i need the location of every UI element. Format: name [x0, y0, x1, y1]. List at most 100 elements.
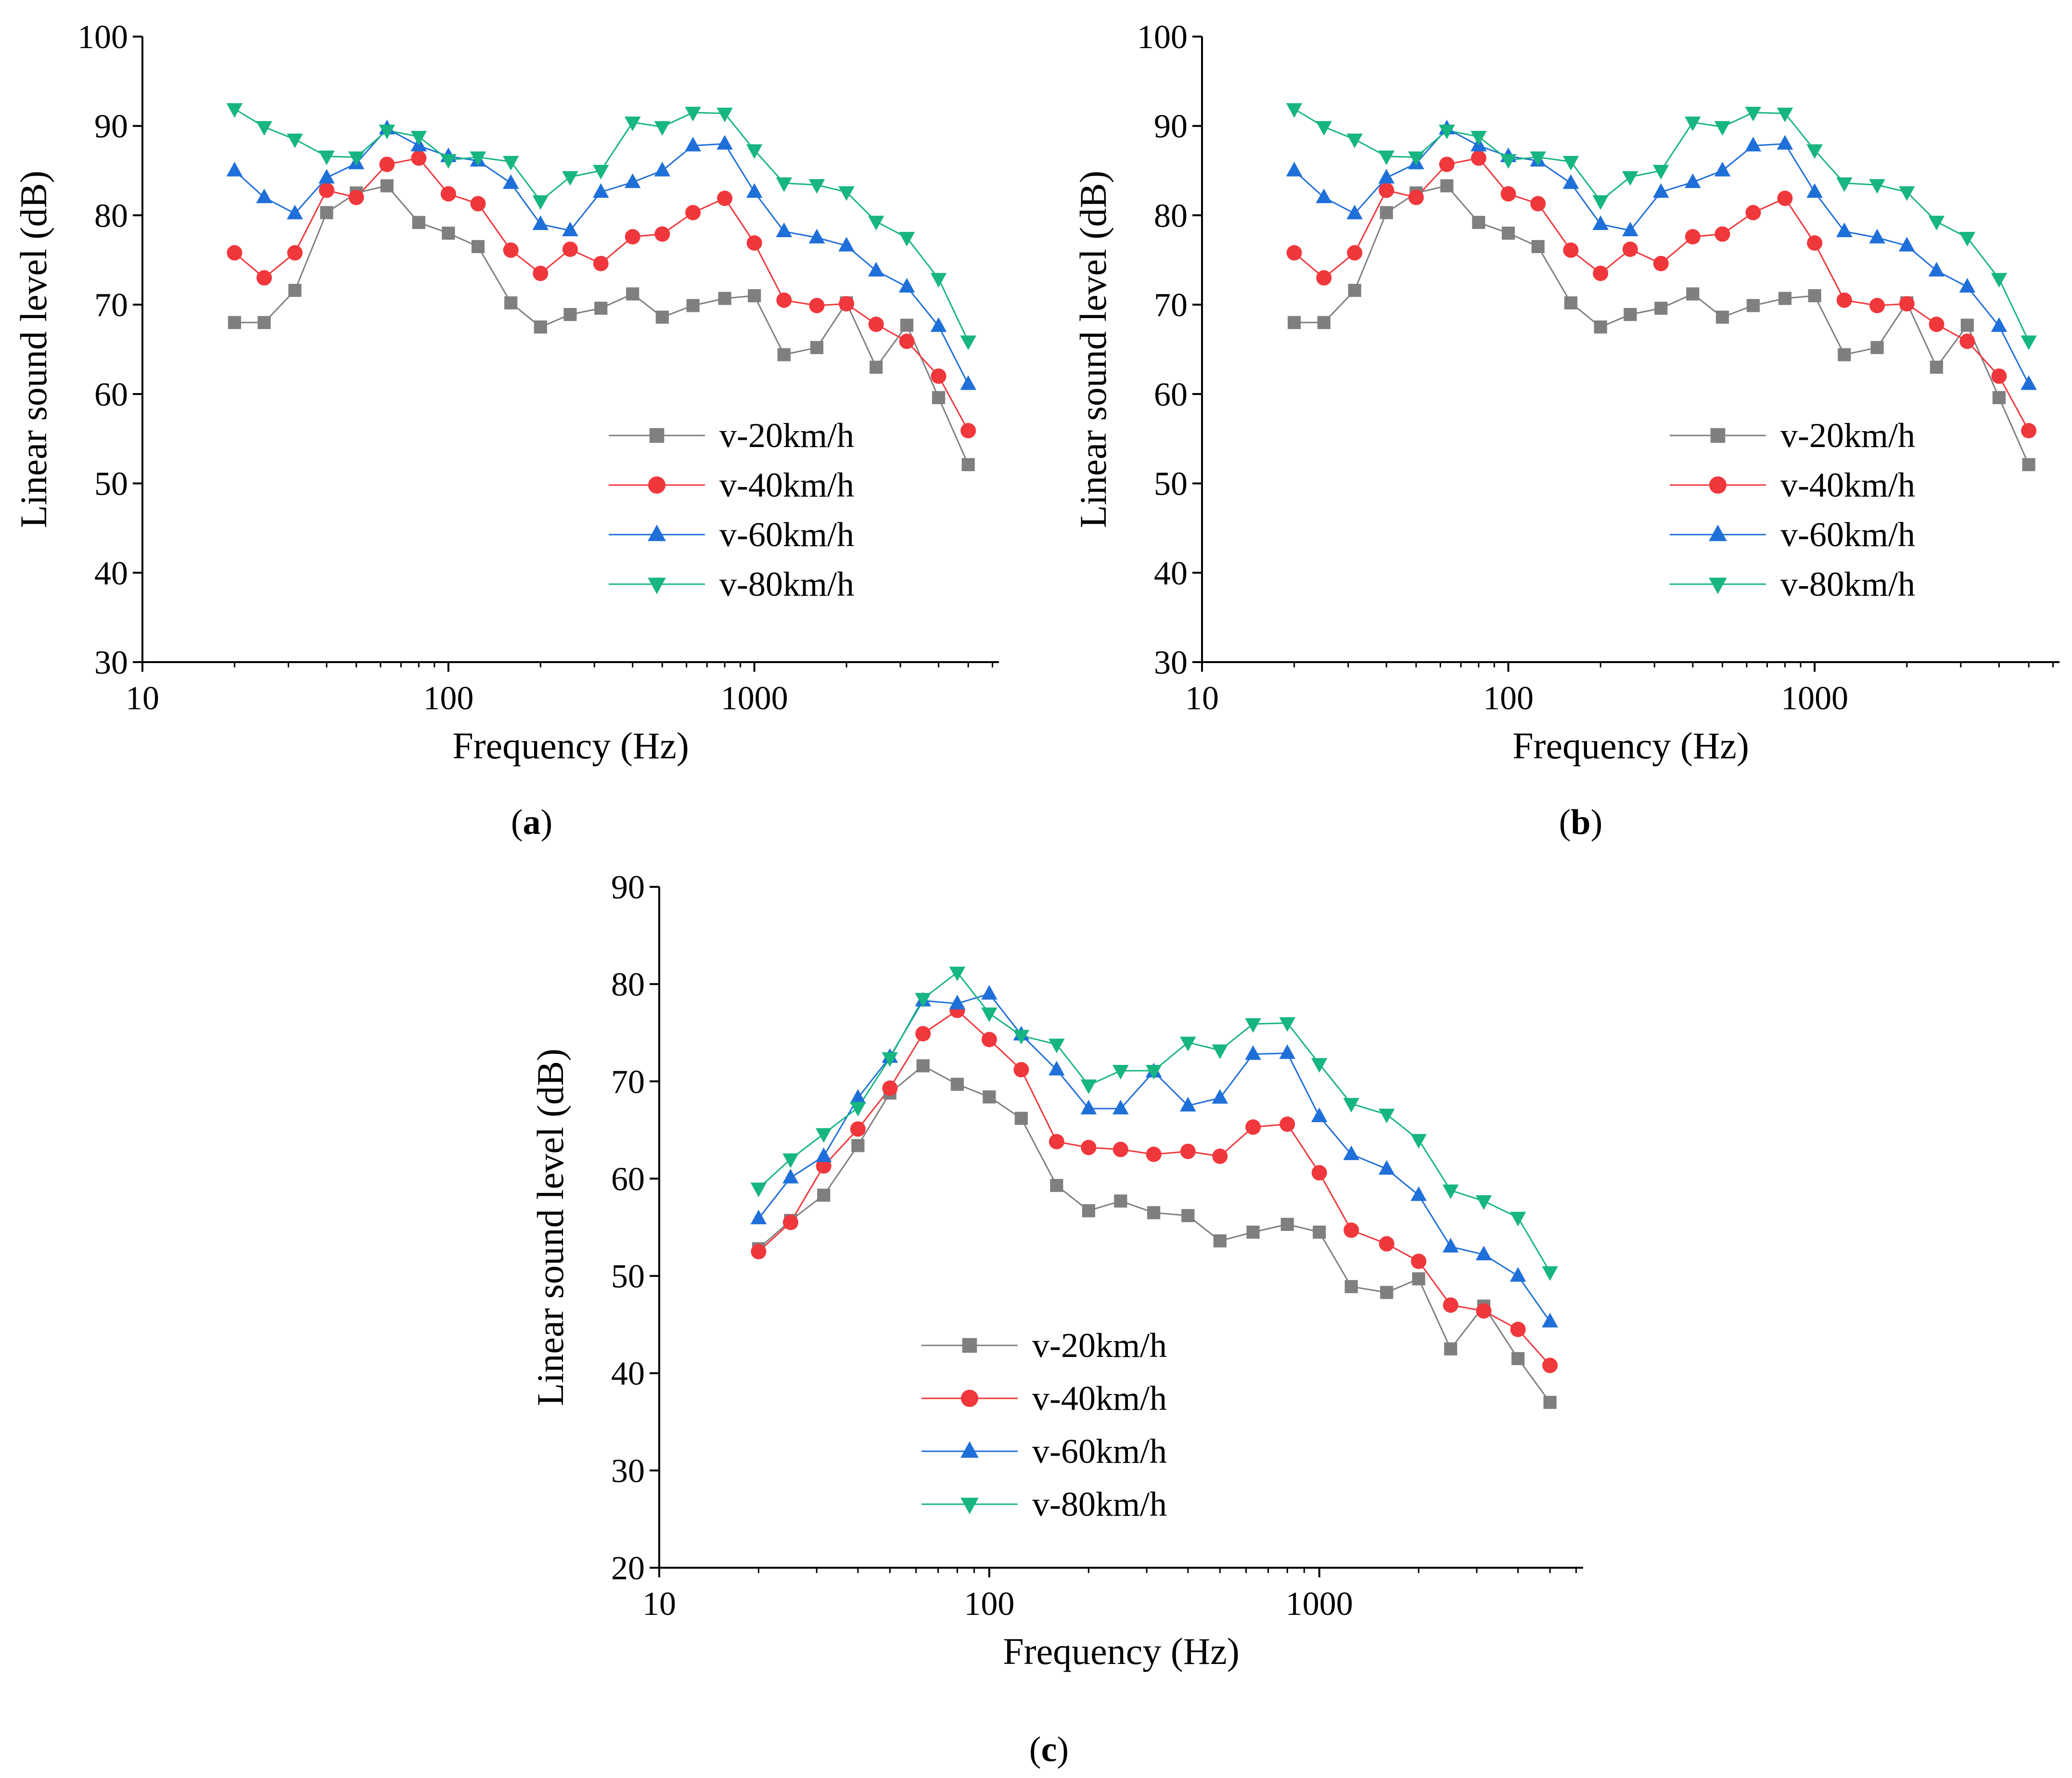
data-point: [257, 316, 271, 329]
data-point: [850, 1089, 866, 1104]
legend-label: v-20km/h: [719, 416, 854, 455]
y-tick-label: 30: [1154, 644, 1188, 681]
data-point: [1081, 1139, 1097, 1155]
data-point: [915, 1026, 931, 1042]
data-point: [685, 106, 701, 122]
data-point: [839, 296, 855, 312]
data-point: [1344, 1280, 1358, 1293]
y-tick-label: 60: [611, 1161, 645, 1198]
data-point: [1806, 144, 1823, 159]
y-tick-label: 30: [611, 1453, 645, 1490]
legend-label: v-40km/h: [719, 466, 854, 504]
data-point: [1286, 103, 1303, 118]
data-point: [256, 121, 272, 136]
data-point: [718, 292, 731, 305]
legend-label: v-20km/h: [1780, 416, 1915, 455]
data-point: [850, 1121, 866, 1137]
x-axis-title: Frequency (Hz): [452, 725, 689, 767]
data-point: [960, 375, 976, 390]
data-point: [442, 226, 455, 240]
data-point: [1653, 256, 1669, 271]
data-point: [851, 1139, 865, 1152]
data-point: [1245, 1018, 1261, 1033]
data-point: [1592, 215, 1609, 230]
data-point: [1929, 317, 1944, 332]
data-point: [782, 1169, 799, 1184]
data-point: [1622, 171, 1638, 186]
data-point: [1509, 1267, 1526, 1282]
data-point: [882, 1080, 898, 1096]
data-point: [960, 423, 976, 438]
data-point: [1343, 1222, 1359, 1238]
data-point: [593, 256, 609, 271]
data-point: [1181, 1209, 1195, 1222]
data-point: [625, 229, 640, 244]
data-point: [1313, 1226, 1326, 1239]
data-point: [838, 186, 855, 201]
data-point: [533, 266, 549, 281]
data-point: [2021, 335, 2037, 350]
data-point: [654, 162, 671, 177]
data-point: [1180, 1143, 1196, 1159]
legend-marker: [960, 1497, 979, 1514]
data-point: [751, 1244, 767, 1260]
data-point: [1147, 1206, 1161, 1219]
data-point: [1316, 270, 1332, 286]
panel-caption-c: (c): [1029, 1730, 1069, 1769]
y-tick-label: 70: [1154, 287, 1188, 324]
data-point: [412, 216, 425, 229]
y-tick-label: 90: [611, 869, 645, 906]
data-point: [562, 242, 578, 257]
data-point: [1509, 1212, 1526, 1227]
data-point: [504, 296, 518, 310]
data-point: [1836, 177, 1853, 192]
data-point: [981, 1007, 998, 1023]
y-tick-label: 30: [94, 644, 128, 681]
data-point: [1777, 135, 1793, 150]
data-point: [592, 165, 609, 179]
data-point: [746, 183, 763, 198]
data-point: [2021, 375, 2037, 390]
data-point: [1960, 319, 1974, 332]
y-tick-label: 20: [611, 1550, 645, 1587]
data-point: [562, 171, 578, 186]
data-point: [1145, 1065, 1162, 1080]
data-point: [1475, 1245, 1492, 1261]
data-point: [410, 131, 427, 146]
data-point: [1279, 1044, 1296, 1059]
y-tick-label: 80: [1154, 197, 1188, 234]
data-point: [226, 103, 243, 118]
data-point: [1594, 320, 1607, 334]
data-point: [817, 1189, 831, 1202]
data-point: [1959, 231, 1976, 247]
data-point: [348, 151, 365, 166]
data-point: [227, 245, 243, 261]
data-point: [882, 1052, 898, 1067]
y-tick-label: 60: [1154, 376, 1188, 413]
data-point: [870, 360, 883, 374]
data-point: [1500, 186, 1516, 202]
data-point: [1286, 245, 1302, 261]
y-tick-label: 100: [1137, 19, 1188, 56]
data-point: [1014, 1112, 1028, 1125]
data-point: [1246, 1226, 1260, 1239]
data-point: [440, 154, 457, 169]
data-point: [226, 162, 243, 177]
y-axis-title: Linear sound level (dB): [1072, 171, 1114, 528]
data-point: [1930, 360, 1944, 374]
data-point: [815, 1147, 832, 1162]
data-point: [1472, 216, 1485, 229]
legend-marker: [648, 476, 665, 494]
data-point: [981, 1032, 997, 1048]
data-point: [1531, 240, 1545, 254]
data-point: [1511, 1352, 1525, 1365]
x-tick-label: 1000: [1286, 1586, 1353, 1623]
legend-marker: [649, 428, 665, 443]
data-point: [776, 292, 792, 308]
data-point: [1654, 301, 1668, 315]
data-point: [532, 215, 549, 230]
data-point: [776, 222, 793, 237]
legend-marker: [648, 577, 666, 594]
data-point: [1379, 182, 1394, 198]
